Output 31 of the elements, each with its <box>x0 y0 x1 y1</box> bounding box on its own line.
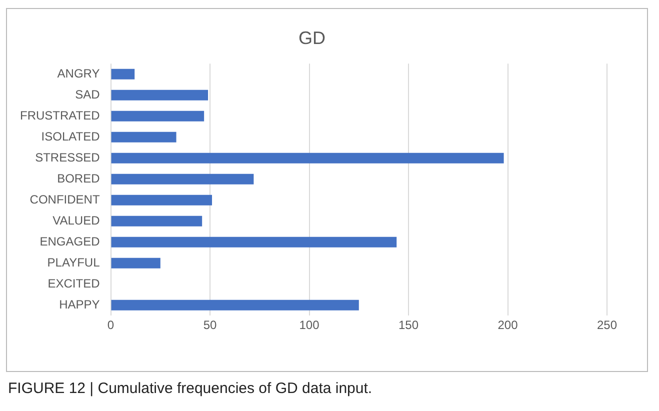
y-tick-label: FRUSTRATED <box>20 108 100 122</box>
y-tick-label: ENGAGED <box>40 234 100 248</box>
bar <box>111 132 176 142</box>
y-tick-label: ANGRY <box>57 66 100 80</box>
bar <box>111 110 204 122</box>
chart-title: GD <box>298 28 326 48</box>
y-tick-label: SAD <box>75 87 100 102</box>
bar <box>111 216 202 226</box>
caption: FIGURE 12 | Cumulative frequencies of GD data input. <box>8 380 372 397</box>
bar <box>111 236 397 248</box>
x-tick-label: 100 <box>299 318 320 332</box>
bar <box>111 300 359 310</box>
y-tick-label: STRESSED <box>35 150 100 164</box>
bar <box>111 174 254 184</box>
bar <box>111 68 135 80</box>
bar <box>111 194 212 206</box>
bar <box>111 258 160 268</box>
x-tick-label: 150 <box>398 318 419 332</box>
y-tick-label: PLAYFUL <box>47 255 100 270</box>
y-tick-label: ISOLATED <box>41 129 100 144</box>
bar <box>111 90 208 100</box>
x-tick-label: 50 <box>203 318 218 332</box>
y-tick-label: VALUED <box>52 213 100 228</box>
y-tick-label: CONFIDENT <box>30 192 100 206</box>
y-tick-label: EXCITED <box>48 276 100 290</box>
y-tick-label: BORED <box>57 171 100 186</box>
bar <box>111 152 504 164</box>
x-tick-label: 0 <box>107 318 114 332</box>
x-tick-label: 250 <box>596 318 618 332</box>
y-tick-label: HAPPY <box>59 297 100 312</box>
x-tick-label: 200 <box>498 318 518 332</box>
